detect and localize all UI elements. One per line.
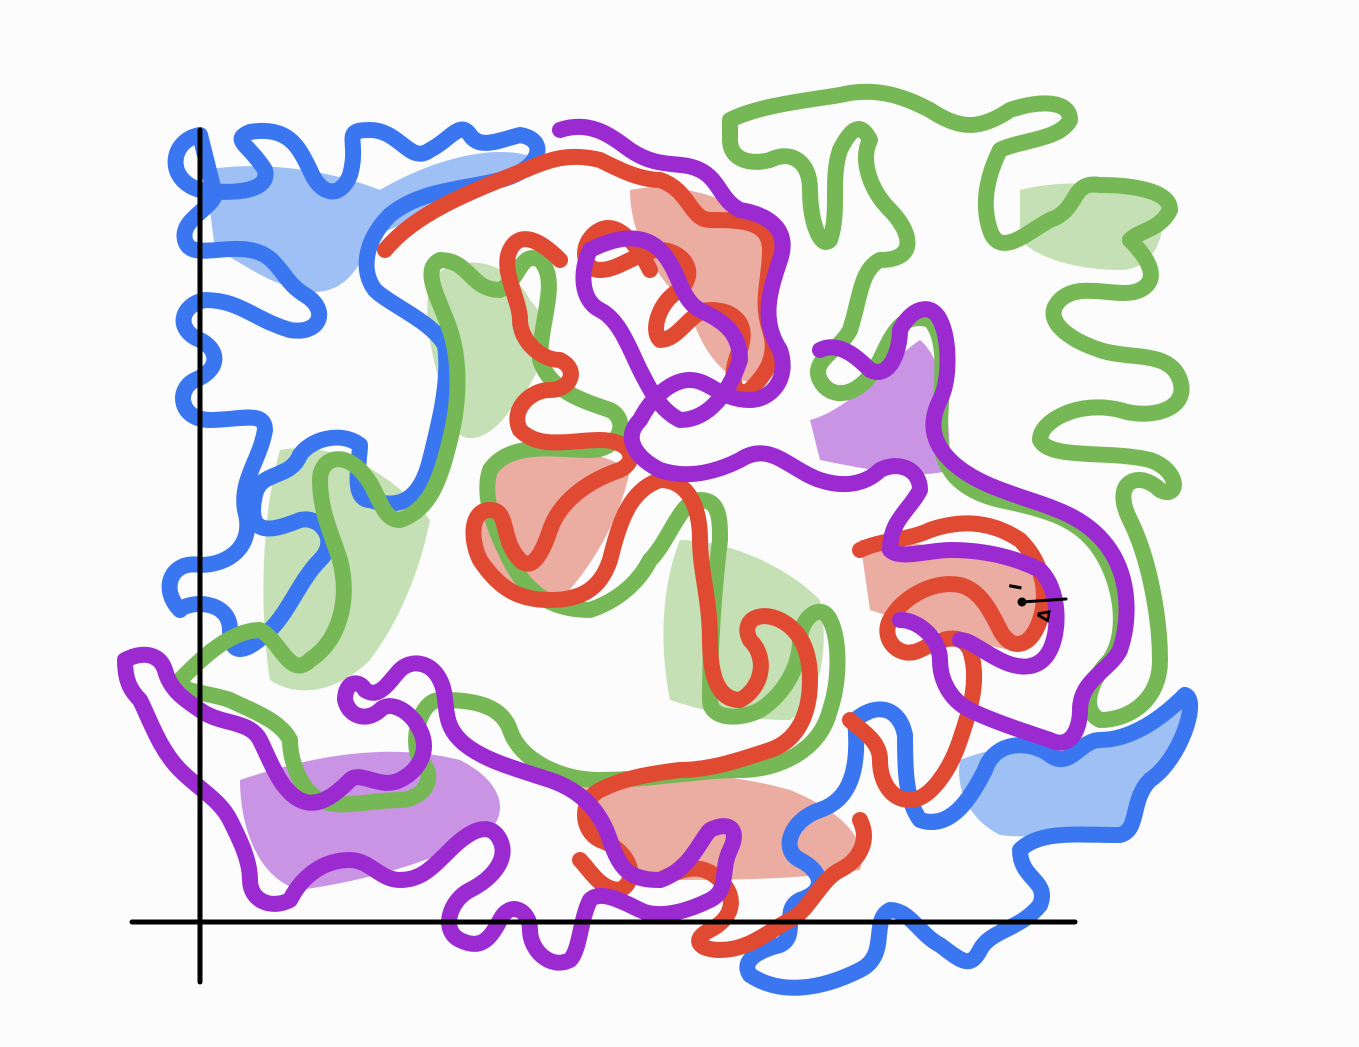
axes [129,127,1078,985]
green-region-outline [172,83,1190,813]
annotation-dot [1017,597,1027,607]
red-region-outline [377,148,1052,958]
green-fill-right [1020,183,1163,270]
region-outlines [117,83,1198,996]
purple-region-outline [117,118,1135,971]
annotation-line [1020,597,1068,604]
annotation-mark: I Δ [1006,582,1068,624]
annotation-label-bottom: Δ [1034,607,1056,624]
purple-fill-right [810,340,950,475]
annotation-label-top: I [1006,582,1027,592]
